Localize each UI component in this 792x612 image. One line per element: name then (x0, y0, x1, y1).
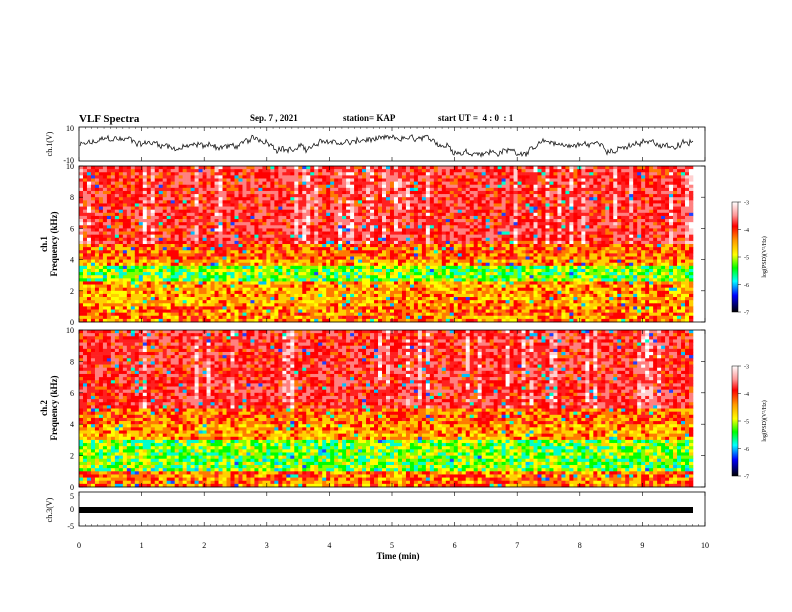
yt2-tick-3: 6 (70, 389, 74, 398)
time-tick-8: 8 (578, 541, 582, 550)
yt1-tick-0: 0 (70, 318, 74, 327)
ch3-v-axis-label: ch.3(V) (45, 497, 54, 522)
ch1-spectrogram-image (79, 166, 705, 323)
time-tick-0: 0 (77, 541, 81, 550)
time-tick-2: 2 (202, 541, 206, 550)
cb2-tick-2: -5 (744, 420, 749, 426)
time-tick-10: 10 (701, 541, 709, 550)
cb1-tick-4: -7 (744, 311, 749, 317)
ch2-freq-label-a: ch.2 (39, 400, 49, 416)
yt2-tick-2: 4 (70, 420, 74, 429)
yt2-tick-5: 10 (66, 326, 74, 335)
time-tick-1: 1 (140, 541, 144, 550)
start-time-label: start UT = 4 : 0 : 1 (438, 113, 514, 123)
ch3-ytick-mid: 0 (70, 505, 74, 514)
time-tick-4: 4 (327, 541, 331, 550)
cb1-tick-2: -5 (744, 256, 749, 262)
cb1-tick-0: -3 (744, 201, 749, 207)
ch1-freq-label-a: ch.1 (39, 236, 49, 252)
ch2-freq-label-b: Frequency (kHz) (49, 375, 59, 440)
station-label: station= KAP (343, 113, 396, 123)
ch3-waveform-band (79, 507, 693, 513)
chart-title: VLF Spectra (79, 113, 140, 125)
yt1-tick-5: 10 (66, 162, 74, 171)
yt2-tick-0: 0 (70, 483, 74, 492)
date-label: Sep. 7 , 2021 (250, 113, 298, 123)
ch1-freq-label-b: Frequency (kHz) (49, 211, 59, 276)
ch2-colorbar-label: log(PSD)(V²/Hz) (761, 400, 768, 441)
yt1-tick-1: 2 (70, 287, 74, 296)
yt1-tick-4: 8 (70, 193, 74, 202)
time-tick-3: 3 (265, 541, 269, 550)
ch2-colorbar (731, 365, 739, 477)
ch1-colorbar (731, 201, 739, 313)
ch3-ytick-top: 5 (70, 492, 74, 501)
time-tick-6: 6 (453, 541, 457, 550)
time-axis-label: Time (min) (376, 551, 419, 561)
time-tick-9: 9 (640, 541, 644, 550)
time-tick-7: 7 (515, 541, 519, 550)
ch1-waveform-line (79, 134, 694, 158)
cb1-tick-1: -4 (744, 228, 749, 234)
ch1-ytick-top: 10 (66, 124, 74, 133)
ch1-v-axis-label: ch.1(V) (45, 131, 54, 156)
cb2-tick-3: -6 (744, 447, 749, 453)
yt2-tick-4: 8 (70, 357, 74, 366)
cb1-tick-3: -6 (744, 283, 749, 289)
ch3-ytick-bottom: -5 (67, 522, 74, 531)
yt2-tick-1: 2 (70, 452, 74, 461)
panel-ch1-waveform: 10 -10 ch.1(V) (45, 124, 706, 165)
cb2-tick-1: -4 (744, 392, 749, 398)
panel-ch3-waveform: 5 0 -5 ch.3(V) 0 1 2 3 4 5 6 7 8 9 10 Time (min) (45, 127, 709, 561)
time-tick-5: 5 (390, 541, 394, 550)
ch2-spectrogram-image (79, 330, 705, 488)
cb2-tick-0: -3 (744, 365, 749, 371)
yt1-tick-3: 6 (70, 224, 74, 233)
ch1-ytick-bottom: -10 (63, 156, 74, 165)
ch1-colorbar-label: log(PSD)(V²/Hz) (761, 236, 768, 277)
cb2-tick-4: -7 (744, 475, 749, 481)
yt1-tick-2: 4 (70, 256, 74, 265)
